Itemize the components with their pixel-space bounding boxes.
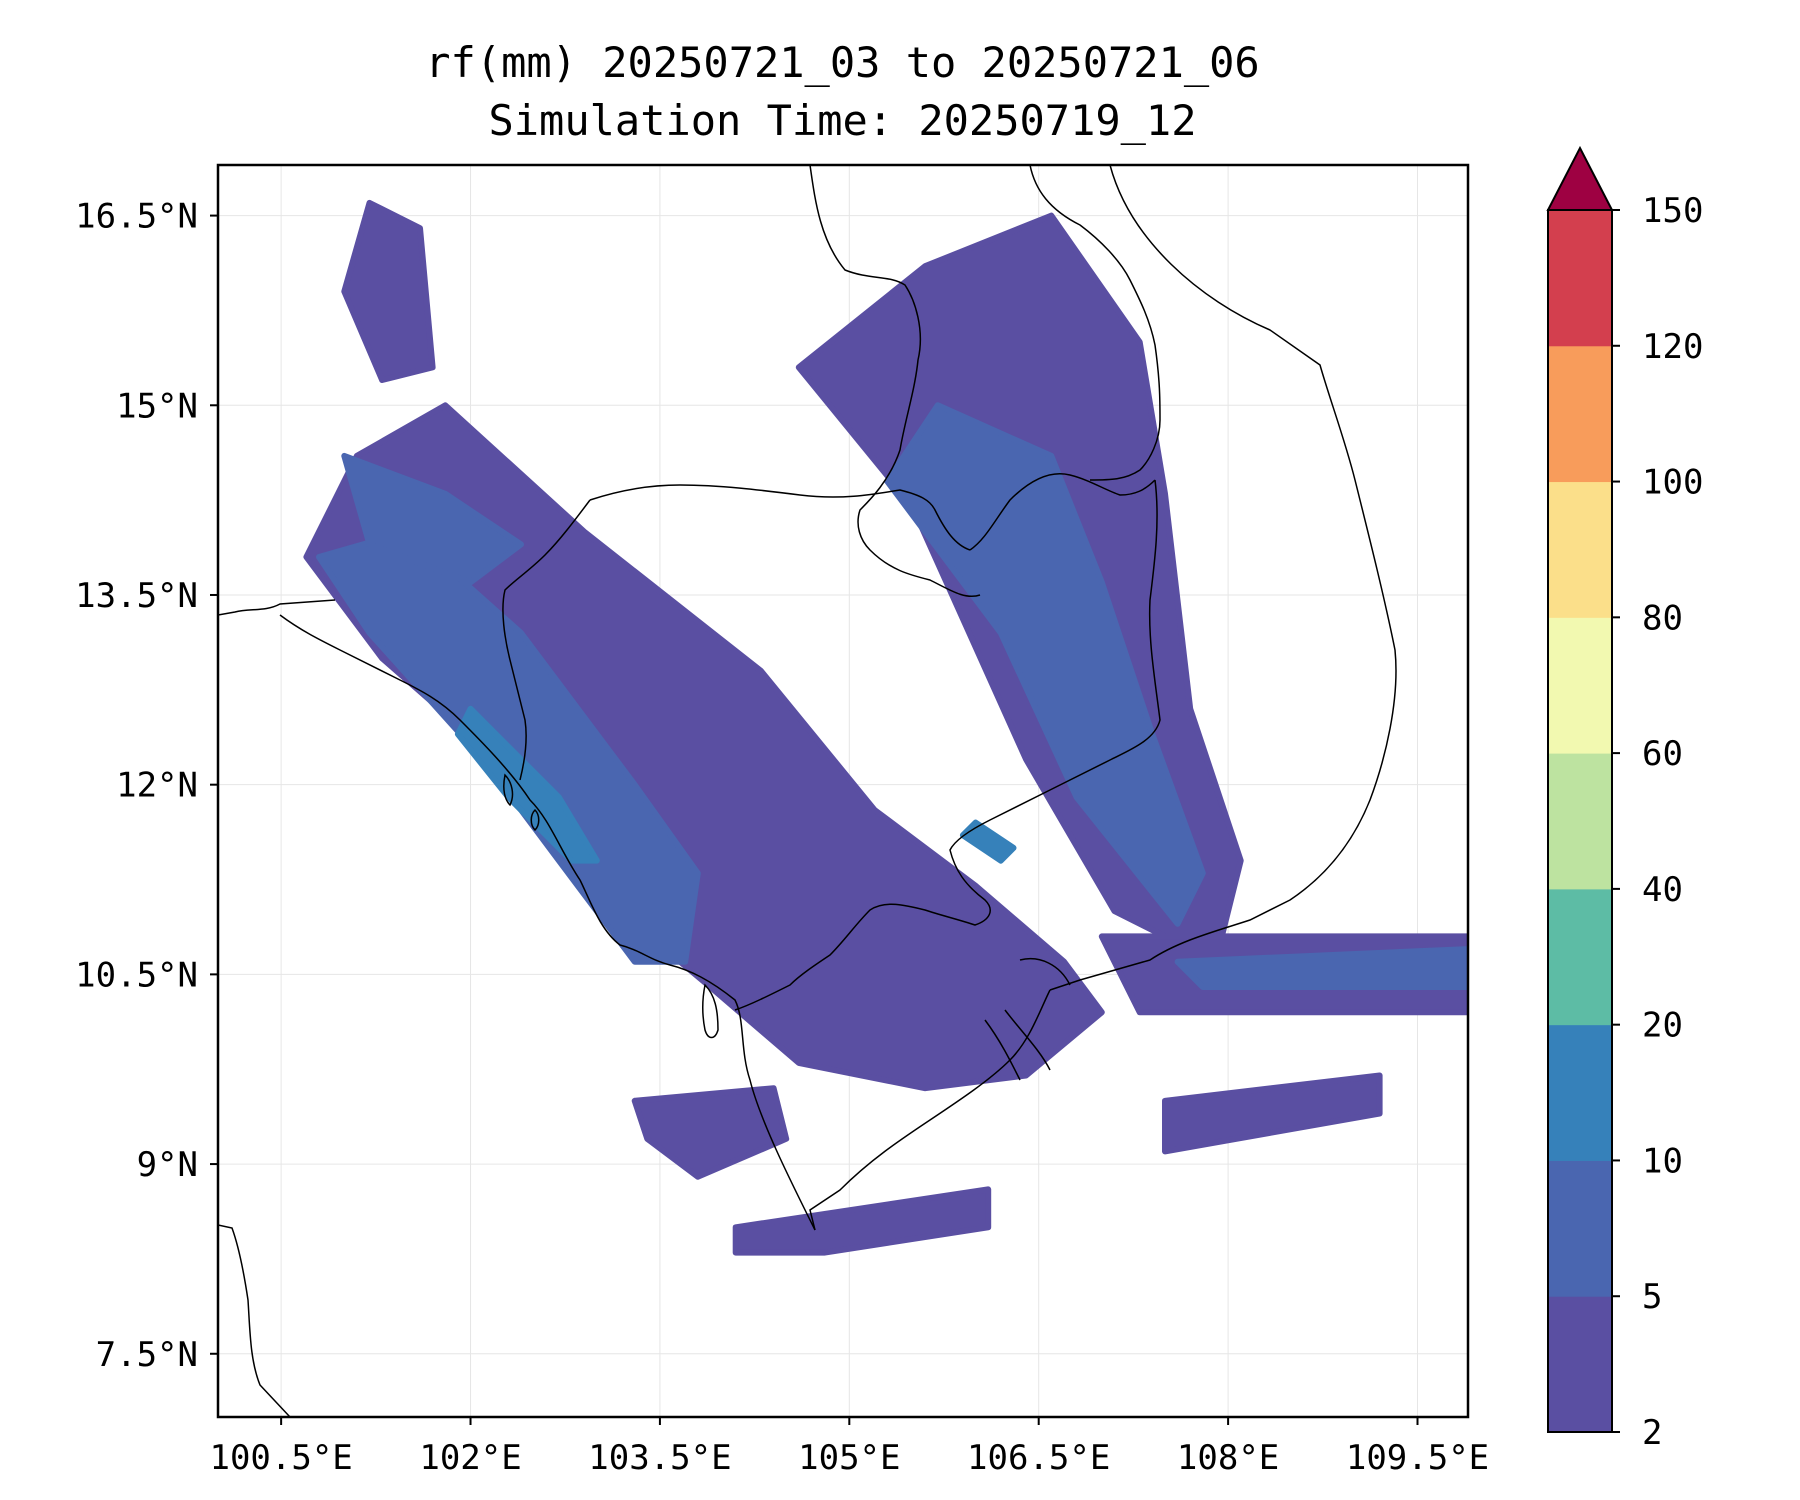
- coastline-gulf-of-thailand: [279, 614, 816, 1231]
- colorbar-label: 120: [1642, 327, 1703, 367]
- colorbar-extend-arrow: [1546, 145, 1614, 211]
- x-tick-label: 100.5°E: [209, 1438, 352, 1478]
- border-cambodia-thailand: [589, 484, 971, 551]
- map-title: rf(mm) 20250721_03 to 20250721_06: [425, 38, 1260, 87]
- x-tick-label: 105°E: [798, 1438, 900, 1478]
- x-tick-label: 103.5°E: [588, 1438, 731, 1478]
- rain-region: [1162, 1072, 1383, 1155]
- colorbar-segment: [1548, 1160, 1612, 1297]
- colorbar-segment: [1548, 1296, 1612, 1433]
- rain-region: [884, 402, 1206, 927]
- rain-region: [341, 452, 524, 586]
- colorbar-label: 80: [1642, 598, 1683, 638]
- islands-con-dao: [984, 958, 1071, 1081]
- border-cambodia-north: [969, 473, 1156, 551]
- y-tick-label: 10.5°N: [75, 955, 198, 995]
- rain-region: [454, 705, 600, 864]
- rain-region: [303, 402, 1105, 1092]
- rainfall-field: [303, 199, 1468, 1256]
- colorbar-label: 150: [1642, 191, 1703, 231]
- rain-region: [959, 819, 1017, 864]
- y-tick-label: 15°N: [116, 386, 198, 426]
- colorbar-label: 100: [1642, 463, 1703, 503]
- y-tick-label: 7.5°N: [96, 1335, 198, 1375]
- coastline-mekong-delta: [809, 989, 1051, 1231]
- coastline-malay-peninsula: [218, 1224, 291, 1417]
- map-subtitle: Simulation Time: 20250719_12: [488, 96, 1197, 145]
- x-tick-label: 108°E: [1177, 1438, 1279, 1478]
- coastline-thailand-west: [218, 599, 336, 616]
- y-tick-label: 16.5°N: [75, 197, 198, 237]
- colorbar-segment: [1548, 1024, 1612, 1161]
- border-cambodia-vietnam: [734, 479, 1161, 1011]
- x-tick-label: 102°E: [419, 1438, 521, 1478]
- rain-region: [341, 199, 436, 383]
- colorbar-segment: [1548, 888, 1612, 1026]
- coastlines-and-borders: [218, 165, 1397, 1417]
- colorbar-label: 60: [1642, 734, 1683, 774]
- colorbar-label: 10: [1642, 1141, 1683, 1181]
- coastline-vietnam-east: [1049, 165, 1397, 991]
- border-thailand-cambodia-west: [502, 499, 591, 781]
- rain-region: [1174, 946, 1468, 990]
- colorbar-segment: [1548, 481, 1612, 618]
- colorbar-label: 5: [1642, 1277, 1662, 1317]
- map-frame: [216, 163, 1470, 1419]
- border-laos-vietnam-south: [1029, 165, 1161, 481]
- rain-region: [631, 1085, 790, 1180]
- rain-region: [732, 1186, 992, 1256]
- colorbar-label: 2: [1642, 1413, 1662, 1453]
- y-tick-label: 12°N: [116, 766, 198, 806]
- colorbar-segment: [1548, 345, 1612, 483]
- y-tick-label: 9°N: [137, 1145, 198, 1185]
- colorbar: 2 5 10 20 40 60 80 100 120 150: [1546, 145, 1703, 1453]
- colorbar-label: 40: [1642, 870, 1683, 910]
- islands-phu-quoc: [702, 983, 719, 1039]
- colorbar-segment: [1548, 753, 1612, 890]
- x-tick-label: 106.5°E: [967, 1438, 1110, 1478]
- y-tick-label: 13.5°N: [75, 576, 198, 616]
- map-axes: 100.5°E 102°E 103.5°E 105°E 106.5°E 108°E 109.…: [75, 197, 1489, 1478]
- x-tick-label: 109.5°E: [1346, 1438, 1489, 1478]
- colorbar-label: 20: [1642, 1006, 1683, 1046]
- colorbar-segment: [1548, 210, 1612, 347]
- colorbar-segment: [1548, 617, 1612, 754]
- islands-koh-kong: [503, 773, 540, 832]
- colorbar-frame: [1547, 209, 1613, 1433]
- border-laos-vietnam: [809, 165, 981, 597]
